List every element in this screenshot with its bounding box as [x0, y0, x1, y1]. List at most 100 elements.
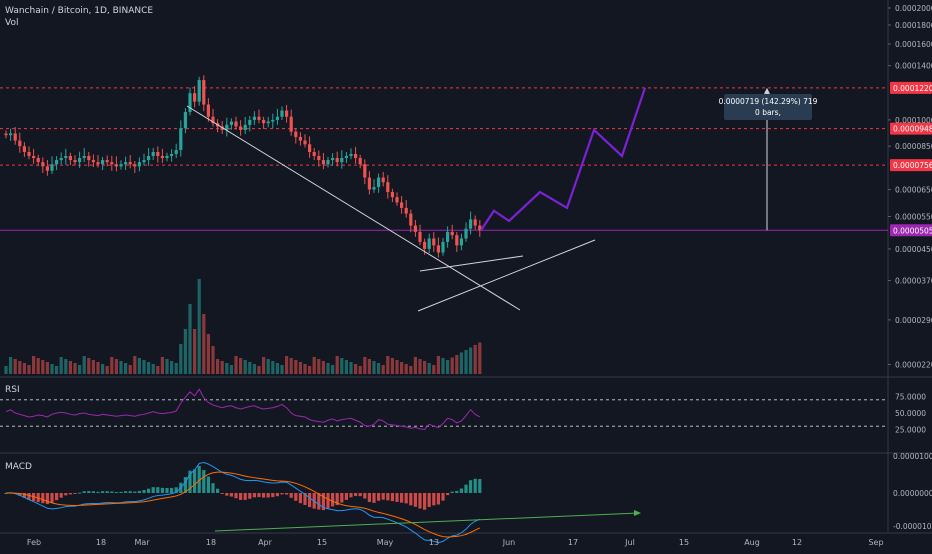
- volume-bar: [50, 364, 54, 374]
- macd-histogram-bar: [331, 493, 335, 507]
- macd-histogram-bar: [174, 487, 178, 493]
- candle-body: [82, 155, 86, 159]
- price-tick-label: 0.0002000: [895, 4, 932, 13]
- rsi-pane[interactable]: 75.0000 50.0000 25.0000: [0, 388, 926, 435]
- grid: [0, 0, 932, 534]
- candle-body: [317, 155, 321, 161]
- volume-bar: [239, 358, 243, 374]
- macd-histogram-bar: [220, 493, 224, 494]
- volume-bar: [165, 359, 169, 374]
- macd-histogram-bar: [441, 493, 445, 501]
- macd-histogram-bar: [147, 488, 151, 493]
- macd-histogram-bar: [358, 493, 362, 497]
- macd-histogram-bar: [55, 493, 59, 501]
- candle-body: [404, 207, 408, 214]
- volume-bar: [179, 344, 183, 374]
- volume-bar: [110, 357, 114, 374]
- candle-body: [18, 140, 22, 147]
- candle-body: [308, 144, 312, 152]
- macd-histogram-bar: [202, 470, 206, 493]
- candle-body: [335, 158, 339, 163]
- candle-body: [225, 124, 229, 130]
- candle-body: [206, 104, 210, 117]
- volume-bar: [229, 365, 233, 374]
- macd-histogram-bar: [409, 493, 413, 506]
- candle-body: [114, 164, 118, 167]
- volume-bar: [4, 366, 8, 374]
- macd-histogram-bar: [170, 487, 174, 493]
- candle-body: [275, 116, 279, 120]
- candle-body: [409, 213, 413, 226]
- price-level-label: 0.0000948: [893, 125, 932, 134]
- macd-trend-arrow: [634, 510, 641, 516]
- macd-histogram-bar: [349, 493, 353, 498]
- price-tick-label: 0.0000650: [895, 186, 932, 195]
- volume-bar: [446, 360, 450, 374]
- measure-tool[interactable]: 0.0000719 (142.29%) 719 0 bars,: [719, 87, 818, 231]
- volume-bar: [354, 364, 358, 374]
- volume-bar: [308, 366, 312, 374]
- macd-histogram-bar: [41, 493, 45, 504]
- time-tick-label: 15: [317, 538, 327, 547]
- volume-label: Vol: [5, 18, 19, 28]
- candle-body: [280, 110, 284, 117]
- volume-bar: [22, 363, 26, 374]
- candle-body: [326, 160, 330, 165]
- volume-bar: [455, 355, 459, 374]
- macd-histogram-bar: [381, 493, 385, 500]
- volume-bar: [243, 360, 247, 374]
- candle-body: [367, 177, 371, 190]
- time-tick-label: Aug: [744, 538, 760, 547]
- volume-bar: [312, 357, 316, 374]
- volume-bar: [202, 314, 206, 374]
- candle-body: [271, 119, 275, 122]
- candle-body: [478, 225, 482, 231]
- candle-body: [266, 121, 270, 124]
- candle-body: [78, 158, 82, 163]
- volume-bar: [413, 357, 417, 374]
- candle-body: [50, 164, 54, 171]
- macd-histogram-bar: [363, 493, 367, 499]
- candle-body: [119, 164, 123, 167]
- macd-histogram-bar: [68, 493, 72, 495]
- rsi-line: [5, 388, 481, 431]
- volume-bar: [280, 365, 284, 374]
- candle-body: [312, 151, 316, 156]
- volume-bar: [206, 334, 210, 374]
- candle-body: [436, 245, 440, 253]
- price-tick-label: 0.0001800: [895, 21, 932, 30]
- volume-bar: [331, 365, 335, 374]
- downtrend-line: [186, 105, 521, 311]
- drawings[interactable]: [186, 87, 647, 312]
- candle-body: [137, 162, 141, 167]
- time-tick-label: 13: [429, 538, 439, 547]
- candle-body: [41, 162, 45, 167]
- volume-bars: [4, 279, 482, 374]
- candle-body: [386, 182, 390, 193]
- macd-histogram-bar: [22, 493, 26, 498]
- volume-bar: [289, 358, 293, 374]
- macd-pane[interactable]: 0.0000100 0.0000000 -0.0000100: [4, 452, 932, 544]
- rsi-tick-label: 50.0000: [895, 409, 926, 418]
- macd-histogram-bar: [473, 478, 477, 493]
- volume-bar: [68, 361, 72, 374]
- candle-body: [427, 238, 431, 249]
- macd-histogram-bar: [87, 491, 91, 493]
- measure-arrow-head: [764, 87, 770, 94]
- volume-bar: [142, 360, 146, 374]
- volume-bar: [41, 360, 45, 374]
- volume-bar: [32, 356, 36, 374]
- price-tick-label: 0.0001600: [895, 40, 932, 49]
- volume-bar: [128, 365, 132, 374]
- volume-bar: [257, 366, 261, 374]
- candle-body: [220, 126, 224, 130]
- macd-histogram-bar: [275, 493, 279, 497]
- macd-histogram-bar: [469, 480, 473, 493]
- measure-tooltip: [724, 94, 812, 120]
- volume-bar: [170, 361, 174, 374]
- candles[interactable]: [4, 75, 482, 258]
- candle-body: [9, 133, 13, 136]
- macd-histogram-bar: [423, 493, 427, 510]
